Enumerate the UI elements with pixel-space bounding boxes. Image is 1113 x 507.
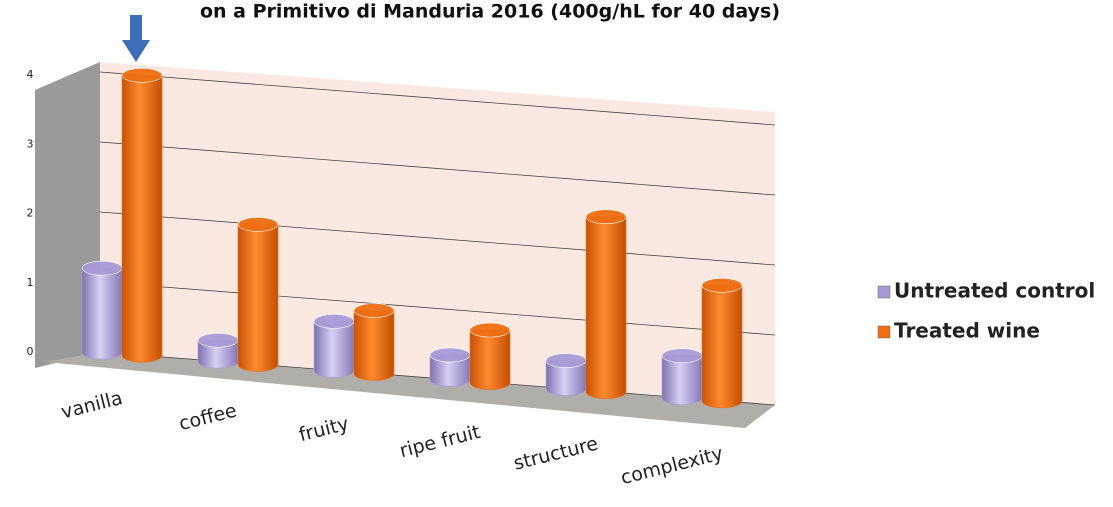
bar-body bbox=[661, 355, 703, 405]
legend-label: Treated wine bbox=[894, 319, 1040, 343]
bar bbox=[237, 217, 279, 372]
bar bbox=[661, 348, 703, 405]
bar-cap bbox=[237, 217, 279, 232]
bar-cap bbox=[585, 209, 627, 225]
grid-line bbox=[99, 281, 776, 336]
y-tick-label: 0 bbox=[27, 345, 34, 358]
chart-title: on a Primitivo di Manduria 2016 (400g/hL… bbox=[200, 1, 780, 23]
bar-body bbox=[701, 285, 743, 409]
bar bbox=[545, 353, 587, 396]
grid-line bbox=[99, 211, 776, 266]
y-tick-label: 2 bbox=[27, 207, 34, 220]
legend-swatch bbox=[877, 325, 891, 339]
bar bbox=[353, 303, 395, 381]
bar-cap bbox=[121, 67, 163, 83]
bar bbox=[197, 332, 239, 369]
bar bbox=[469, 322, 511, 390]
y-tick-label: 3 bbox=[27, 137, 34, 150]
bar-body bbox=[585, 216, 627, 400]
bar bbox=[429, 347, 471, 387]
y-tick-label: 1 bbox=[27, 276, 34, 289]
bar-body bbox=[313, 321, 355, 378]
bar bbox=[121, 67, 163, 363]
grid-line bbox=[99, 71, 776, 126]
x-tick-label: ripe fruit bbox=[397, 421, 482, 462]
bar-body bbox=[469, 329, 511, 390]
y-tick-label: 4 bbox=[27, 68, 34, 81]
floor bbox=[45, 352, 775, 428]
bar-cap bbox=[429, 347, 471, 363]
bar-cap bbox=[313, 314, 355, 329]
legend-label: Untreated control bbox=[894, 279, 1095, 303]
bar-cap bbox=[545, 353, 587, 368]
bar-cap bbox=[197, 332, 239, 348]
bar bbox=[81, 260, 123, 360]
bar-body bbox=[81, 267, 123, 360]
grid-line bbox=[99, 141, 776, 196]
bar bbox=[701, 278, 743, 409]
x-tick-label: structure bbox=[511, 433, 600, 475]
bar-cap bbox=[81, 260, 123, 276]
x-tick-label: coffee bbox=[177, 400, 239, 436]
x-tick-label: vanilla bbox=[59, 387, 125, 423]
arrow bbox=[122, 15, 150, 62]
bar-cap bbox=[353, 303, 395, 318]
bar-cap bbox=[661, 348, 703, 363]
bar bbox=[585, 209, 627, 400]
legend-swatch bbox=[877, 285, 891, 299]
x-tick-label: fruity bbox=[297, 413, 351, 447]
x-tick-label: complexity bbox=[619, 442, 726, 489]
bar-cap bbox=[469, 322, 511, 338]
bar bbox=[313, 314, 355, 378]
bar-body bbox=[353, 310, 395, 381]
bar-body bbox=[237, 224, 279, 372]
bar-cap bbox=[701, 278, 743, 293]
bar-body bbox=[121, 74, 163, 363]
